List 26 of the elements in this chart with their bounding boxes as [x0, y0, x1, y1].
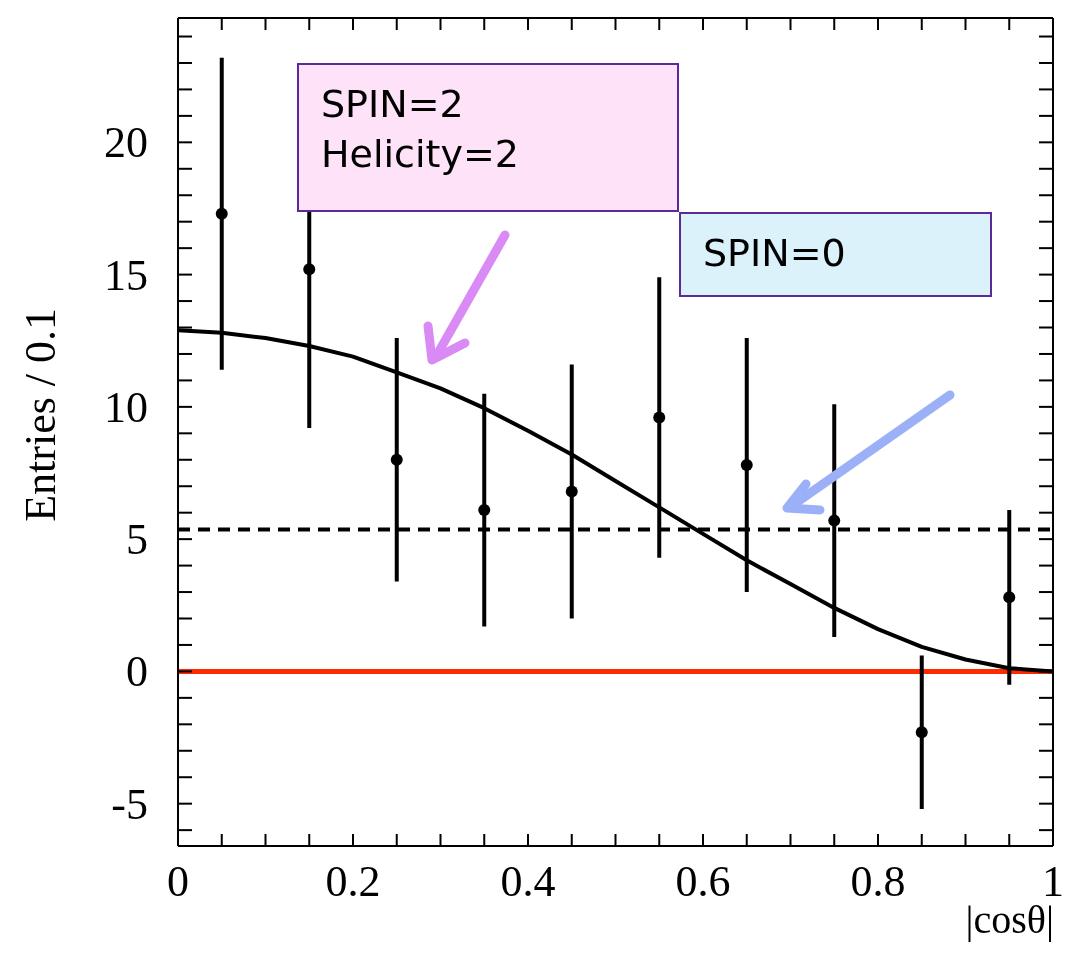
point: [478, 504, 491, 517]
x-tick-label: 0.8: [850, 857, 906, 906]
point: [828, 514, 841, 527]
point: [740, 459, 753, 472]
x-tick-label: 0.4: [500, 857, 556, 906]
note-box: SPIN=0: [679, 212, 992, 297]
annotation: SPIN=2 Helicity=2: [321, 81, 520, 178]
y-tick-label: 5: [126, 515, 148, 565]
annotation: SPIN=0: [703, 230, 847, 277]
y-tick-label: 10: [104, 382, 148, 432]
point: [303, 263, 316, 276]
x-tick-label: 0.6: [675, 857, 731, 906]
point: [390, 453, 403, 466]
point: [915, 726, 928, 739]
point: [1003, 591, 1016, 604]
point: [653, 411, 666, 424]
point: [215, 207, 228, 220]
y-tick-label: -5: [111, 779, 148, 829]
x-tick-label: 0: [167, 857, 189, 906]
y-tick-label: 0: [126, 647, 148, 697]
x-tick-label: 0.2: [325, 857, 381, 906]
y-axis-title: Entries / 0.1: [14, 307, 66, 522]
point: [565, 485, 578, 498]
note-box: SPIN=2 Helicity=2: [297, 63, 679, 212]
y-tick-label: 20: [104, 118, 148, 168]
y-tick-label: 15: [104, 250, 148, 300]
